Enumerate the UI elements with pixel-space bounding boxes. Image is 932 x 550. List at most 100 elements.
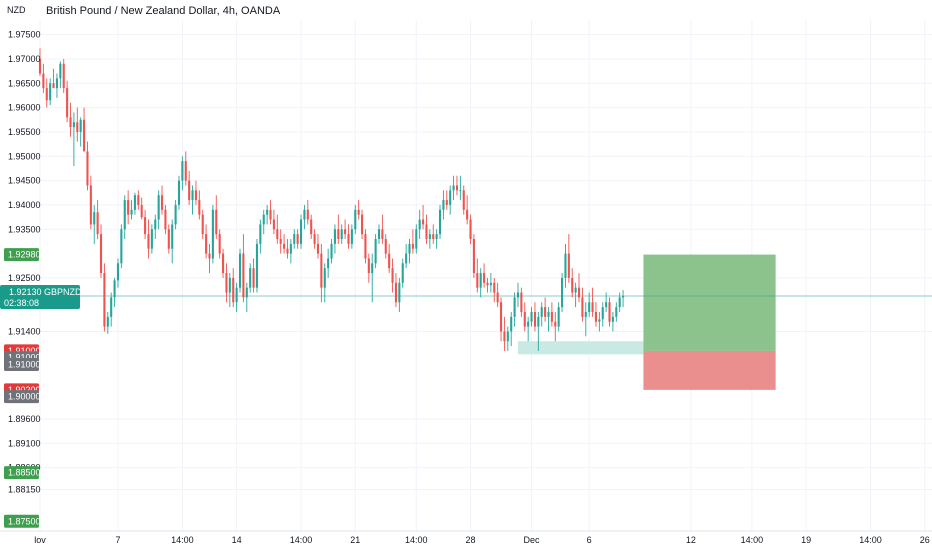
candle-body	[164, 209, 167, 230]
price-axis[interactable]: 1.97500 1.97000 1.96500 1.96000 1.95500 1.950…	[8, 30, 41, 495]
candle-body	[374, 239, 377, 264]
candle	[537, 312, 540, 351]
candle	[432, 224, 435, 244]
candle	[547, 307, 550, 332]
candle-body	[354, 209, 357, 230]
candle	[361, 209, 364, 239]
candle	[272, 209, 275, 235]
candle-body	[422, 219, 425, 225]
candle-body	[235, 287, 238, 303]
candle	[116, 258, 120, 288]
candle	[540, 302, 543, 327]
candle-body	[428, 234, 431, 239]
candle	[269, 200, 272, 225]
candle	[354, 204, 357, 235]
candle-body	[391, 268, 394, 283]
price-tick-label: 1.95500	[8, 127, 41, 137]
candle	[435, 229, 438, 249]
candle-body	[618, 297, 621, 308]
time-tick-label: 7	[115, 535, 120, 545]
candle	[401, 258, 404, 288]
candle-body	[499, 302, 503, 332]
symbol-name: GBPNZD	[44, 287, 82, 297]
candle	[398, 277, 401, 312]
candle	[428, 229, 431, 249]
time-axis[interactable]: lov 7 14:00 14 14:00 21 14:00 28 Dec 6 12 14:00 19 14…	[0, 530, 932, 545]
candle	[55, 73, 58, 98]
candle-body	[350, 229, 353, 244]
candle	[120, 224, 123, 269]
candle-body	[462, 190, 465, 210]
candle	[198, 190, 201, 220]
candle-body	[177, 180, 181, 205]
candle	[201, 209, 204, 239]
candle	[242, 234, 245, 303]
candle-body	[591, 302, 594, 312]
candle	[561, 273, 564, 312]
candle-body	[208, 253, 211, 259]
candle	[415, 224, 418, 254]
candle-body	[110, 297, 113, 317]
candle	[164, 204, 167, 235]
candle	[310, 214, 313, 239]
candle	[205, 224, 208, 259]
candle	[59, 61, 62, 89]
candle	[516, 282, 520, 308]
candle-body	[55, 78, 58, 89]
price-tick-label: 1.92500	[8, 273, 41, 283]
candle-body	[581, 297, 584, 317]
candle-body	[218, 234, 221, 254]
stop-loss-box[interactable]	[643, 350, 776, 390]
candle	[283, 234, 286, 254]
candle	[174, 200, 177, 230]
candle	[208, 243, 211, 274]
candle-body	[106, 316, 109, 327]
candle	[350, 224, 353, 249]
time-tick-label: 19	[801, 535, 811, 545]
candle-body	[554, 321, 557, 327]
candle-body	[171, 224, 174, 249]
candle-body	[310, 219, 313, 235]
candle	[238, 248, 242, 293]
candle-body	[496, 292, 499, 303]
candle	[357, 200, 360, 220]
candle-body	[486, 282, 489, 286]
candle	[96, 200, 99, 239]
candle	[293, 229, 296, 249]
time-tick-label: 6	[587, 535, 592, 545]
candle-body	[388, 253, 391, 269]
candle	[72, 112, 75, 166]
time-tick-label: 14:00	[290, 535, 313, 545]
take-profit-box[interactable]	[643, 254, 776, 351]
candle-body	[283, 243, 286, 249]
candle-body	[137, 195, 140, 205]
price-tag-label: 1.90200	[8, 385, 41, 395]
candle	[466, 195, 469, 225]
candle-body	[222, 253, 225, 274]
candle-body	[520, 292, 523, 312]
candle	[462, 185, 465, 215]
candle	[605, 292, 608, 312]
candle	[544, 297, 547, 322]
candle	[503, 316, 506, 351]
candle	[506, 326, 509, 351]
price-tick-label: 1.97000	[8, 54, 41, 64]
time-tick-label: 14:00	[405, 535, 428, 545]
candle-body	[116, 263, 120, 281]
candle-body	[611, 316, 614, 322]
candle	[303, 204, 306, 230]
candle	[574, 282, 577, 308]
support-zone-box[interactable]	[517, 341, 644, 355]
candle	[455, 175, 459, 196]
candle	[622, 290, 625, 308]
candle-body	[79, 119, 82, 132]
price-tag: 1.91000	[4, 358, 41, 372]
candle	[147, 219, 150, 259]
price-tag-label: 1.91000	[8, 360, 41, 370]
candle-body	[442, 200, 445, 210]
candle	[49, 78, 52, 106]
candle	[588, 292, 591, 317]
candle	[425, 214, 428, 244]
candle-series	[38, 48, 625, 351]
